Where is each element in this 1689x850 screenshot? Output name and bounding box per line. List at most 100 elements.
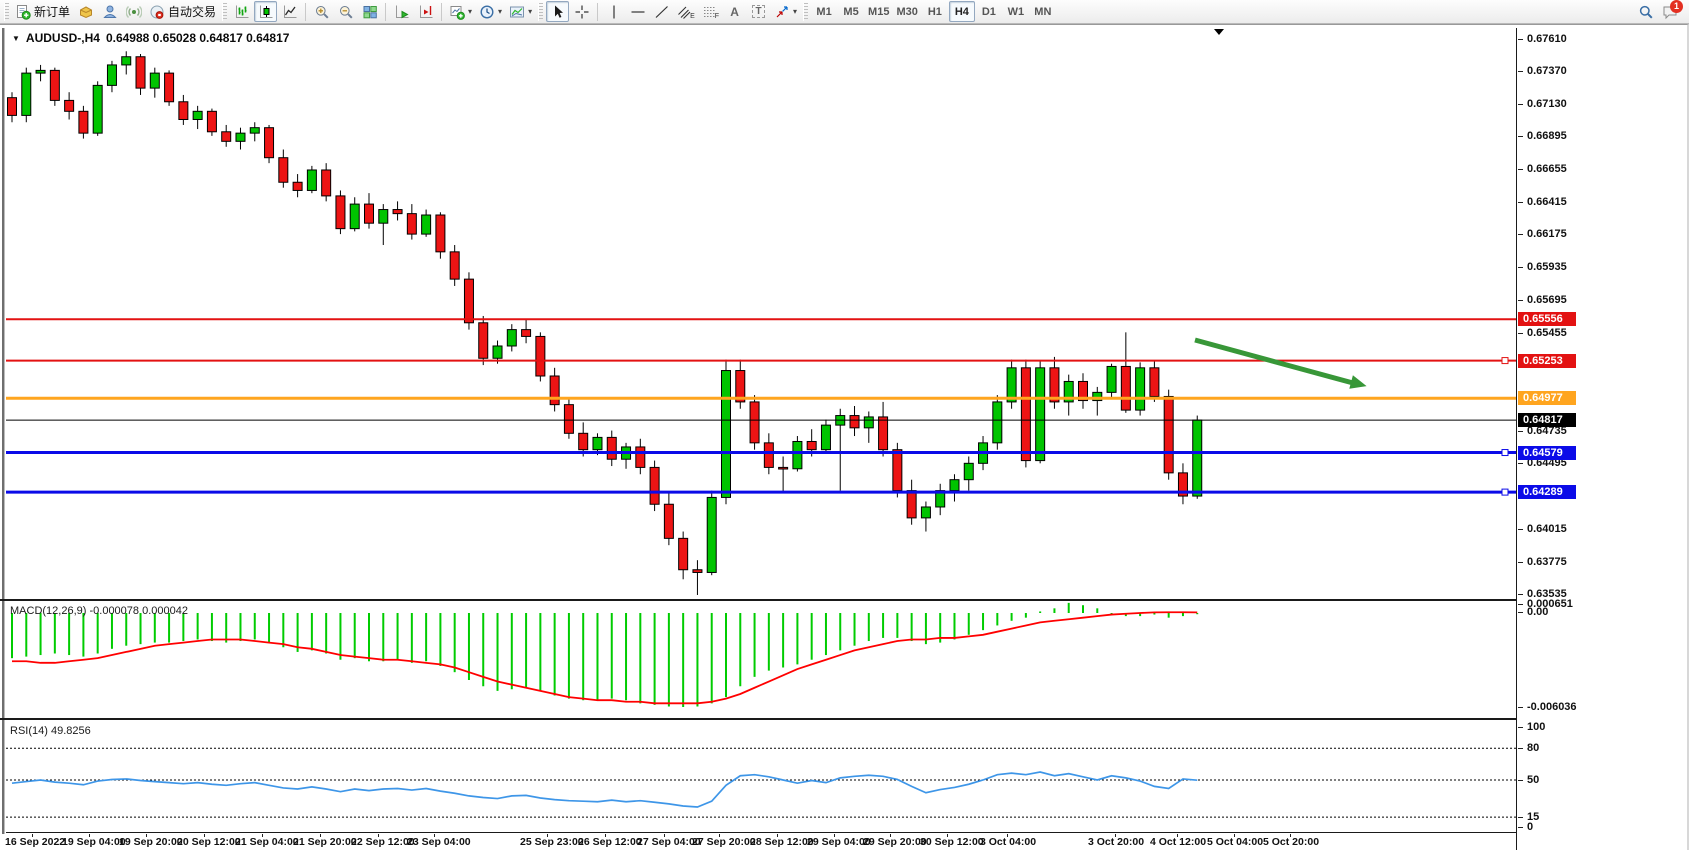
candle-up [721, 370, 731, 498]
time-axis-label: 29 Sep 04:00 [807, 836, 871, 848]
time-axis-label: 27 Sep 04:00 [637, 836, 701, 848]
equidistant-channel-button[interactable]: E [674, 1, 698, 22]
pane-splitter[interactable] [0, 599, 1516, 601]
tab-timeframe-m30[interactable]: M30 [893, 1, 920, 22]
candle-down [563, 404, 574, 434]
tab-timeframe-h1[interactable]: H1 [922, 1, 948, 22]
tab-timeframe-mn[interactable]: MN [1030, 1, 1056, 22]
bar-chart-button[interactable] [230, 1, 253, 22]
notifications-button[interactable]: 1 [1659, 0, 1683, 22]
vertical-line-button[interactable] [602, 1, 625, 22]
candle-down [778, 466, 789, 470]
templates-button[interactable]: ▾ [506, 1, 535, 22]
clock-icon [480, 4, 494, 19]
horizontal-line-button[interactable] [626, 1, 649, 22]
auto-scroll-button[interactable] [390, 1, 413, 22]
text-button[interactable]: A [723, 1, 746, 22]
price-level-badge[interactable]: 0.64977 [1518, 391, 1576, 406]
new-chart-button[interactable]: ▾ [446, 1, 475, 22]
time-axis-label: 3 Oct 20:00 [1088, 836, 1145, 848]
tab-timeframe-h4[interactable]: H4 [948, 1, 975, 22]
toolbar-grip[interactable] [803, 2, 809, 21]
candlestick-button[interactable] [254, 1, 278, 22]
vertical-line-icon [612, 5, 615, 18]
chart-shift-marker[interactable] [1214, 29, 1224, 35]
time-tick-mark [777, 834, 778, 837]
time-axis-label: 21 Sep 20:00 [293, 836, 357, 848]
price-pane[interactable] [6, 28, 1516, 599]
candle-up [35, 69, 46, 74]
line-drag-handle[interactable] [1501, 449, 1509, 457]
price-level-badge[interactable]: 0.64817 [1518, 413, 1576, 428]
price-tick-mark [1518, 38, 1523, 40]
macd-tick-label: 0.00 [1527, 606, 1549, 618]
toolbar-grip[interactable] [222, 2, 228, 21]
tab-timeframe-m15[interactable]: M15 [865, 1, 892, 22]
candle-up [863, 416, 874, 429]
candle-down [521, 329, 532, 337]
line-drag-handle[interactable] [1501, 488, 1509, 496]
rsi-pane[interactable] [6, 722, 1516, 833]
candle-down [878, 416, 889, 451]
macd-pane[interactable] [6, 602, 1516, 718]
price-tick-label: 0.67130 [1527, 97, 1567, 110]
candle-up [592, 436, 603, 451]
zoom-in-button[interactable] [310, 1, 333, 22]
search-button[interactable] [1634, 1, 1657, 22]
time-axis-label: 26 Sep 12:00 [578, 836, 642, 848]
toolbar-separator [305, 2, 307, 21]
candle-up [149, 72, 160, 89]
candle-down [292, 181, 303, 191]
time-axis-label: 5 Oct 04:00 [1207, 836, 1264, 848]
fibonacci-button[interactable]: F [699, 1, 722, 22]
candle-down [892, 449, 903, 492]
toolbar-grip[interactable] [4, 2, 9, 21]
trendline-button[interactable] [650, 1, 673, 22]
arrows-button[interactable]: ▾ [771, 1, 800, 22]
price-level-badge[interactable]: 0.65253 [1518, 353, 1576, 368]
price-level-badge[interactable]: 0.65556 [1518, 312, 1576, 327]
price-tick-mark [1518, 234, 1523, 236]
pane-splitter[interactable] [0, 718, 1516, 720]
metaeditor-button[interactable] [74, 1, 97, 22]
auto-trading-button[interactable]: 自动交易 [146, 1, 219, 22]
new-chart-icon [450, 5, 465, 20]
line-drag-handle[interactable] [1501, 357, 1509, 365]
cursor-button[interactable] [546, 1, 570, 22]
line-chart-button[interactable] [278, 1, 301, 22]
chart-title: ▼ AUDUSD-,H4 0.64988 0.65028 0.64817 0.6… [12, 31, 289, 45]
window-menu-icon[interactable]: ▼ [12, 33, 20, 43]
text-label-button[interactable]: T [747, 1, 770, 22]
new-order-button[interactable]: 新订单 [12, 1, 73, 22]
zoom-out-button[interactable] [334, 1, 357, 22]
trend-arrow-annotation[interactable] [1194, 337, 1354, 386]
price-level-badge[interactable]: 0.64579 [1518, 445, 1576, 460]
candle-up [192, 110, 203, 120]
tile-windows-button[interactable] [358, 1, 381, 22]
tab-timeframe-m5[interactable]: M5 [838, 1, 864, 22]
tab-timeframe-m1[interactable]: M1 [811, 1, 837, 22]
trend-arrow-head[interactable] [1349, 375, 1367, 389]
time-axis[interactable]: 16 Sep 2022 19 Sep 04:00 19 Sep 20:00 20 Se… [0, 834, 1516, 850]
tab-timeframe-d1[interactable]: D1 [976, 1, 1002, 22]
tab-timeframe-w1[interactable]: W1 [1003, 1, 1029, 22]
period-dropdown-button[interactable]: ▾ [476, 1, 505, 22]
toolbar-grip[interactable] [538, 2, 544, 21]
signals-button[interactable] [122, 1, 145, 22]
crosshair-button[interactable] [570, 1, 593, 22]
rsi-tick-label: 100 [1527, 721, 1546, 733]
price-axis[interactable]: 0.67610 0.67370 0.67130 0.66895 0.66655 0.664… [1516, 28, 1687, 850]
chart-ohlc-quotes: 0.64988 0.65028 0.64817 0.64817 [105, 31, 290, 45]
toolbar-separator [441, 2, 443, 21]
price-level-badge[interactable]: 0.64289 [1518, 485, 1576, 500]
candle-down [649, 466, 660, 505]
candle-up [121, 56, 132, 66]
profile-button[interactable] [98, 1, 121, 22]
search-icon [1639, 5, 1653, 19]
chart-shift-button[interactable] [414, 1, 437, 22]
rsi-label: RSI(14) 49.8256 [10, 725, 91, 737]
time-tick-mark [146, 834, 147, 837]
candle-up [820, 424, 831, 451]
candle-up [992, 401, 1003, 444]
price-tick-label: 0.63775 [1527, 555, 1567, 568]
